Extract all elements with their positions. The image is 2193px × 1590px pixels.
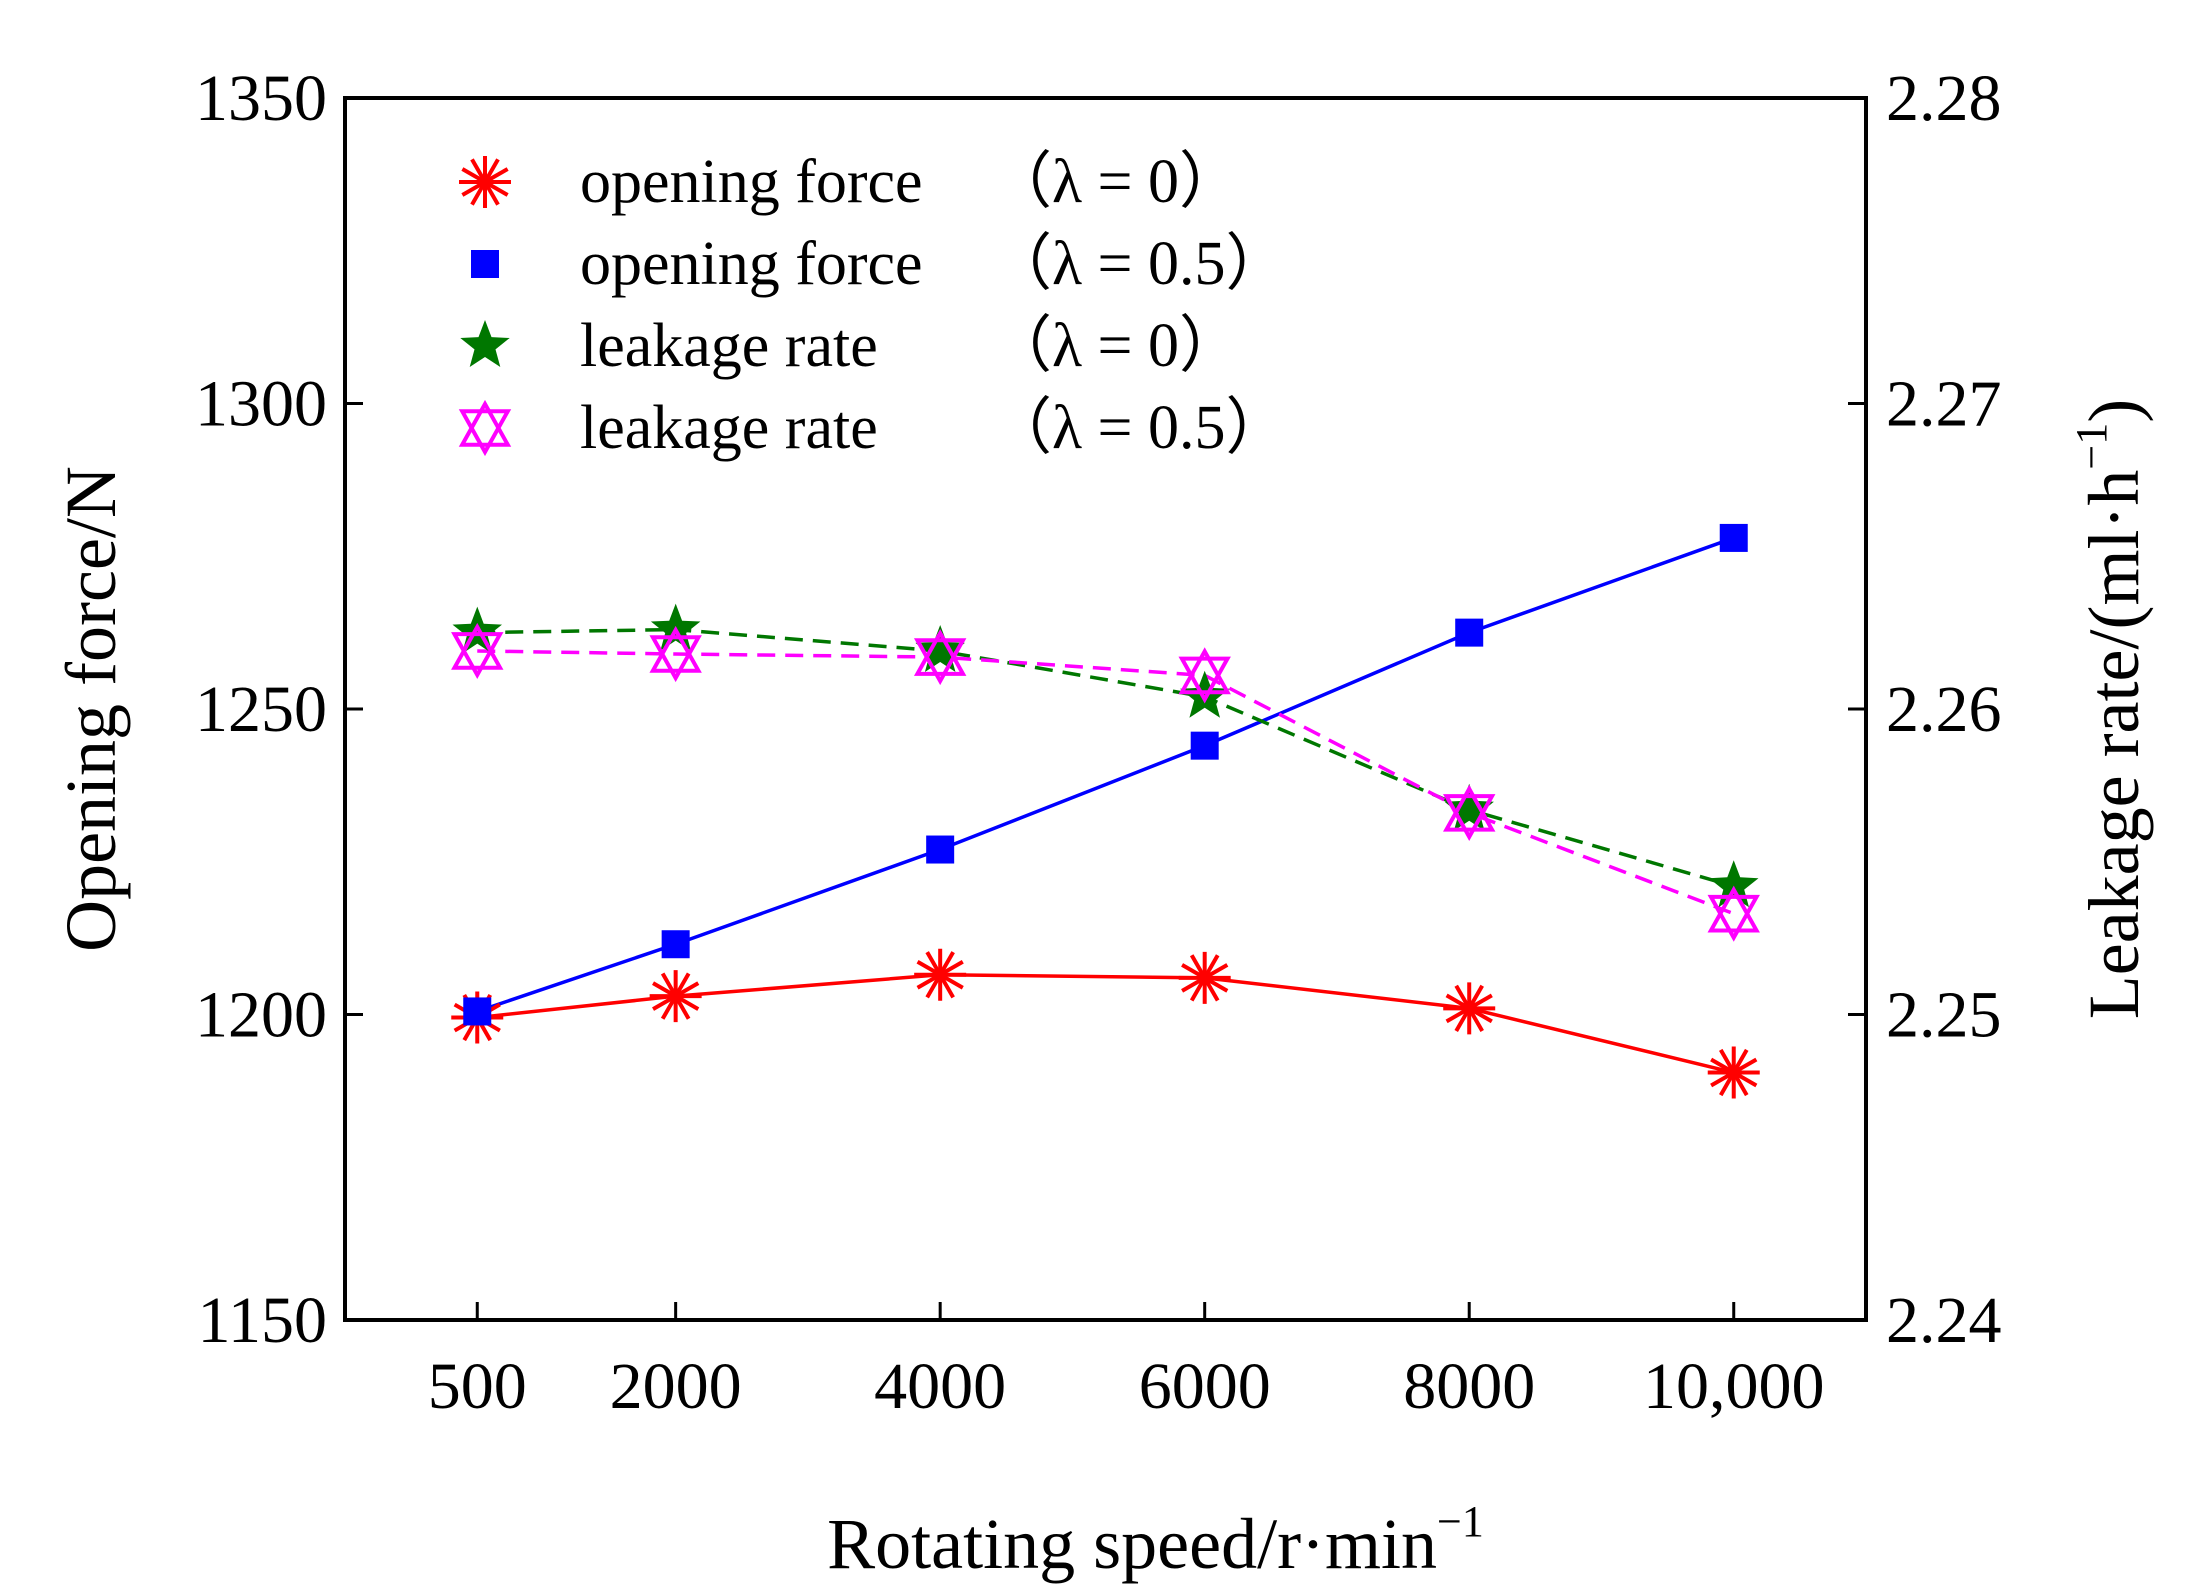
data-point-1 xyxy=(1719,523,1748,552)
y-right-tick-label: 2.27 xyxy=(1886,368,2002,441)
legend-label-0: opening force xyxy=(580,148,923,216)
y-right-tick-label: 2.28 xyxy=(1886,62,2002,135)
data-point-0 xyxy=(1707,1046,1760,1099)
x-tick-label: 10,000 xyxy=(1643,1350,1825,1423)
y-right-tick-label: 2.24 xyxy=(1886,1284,2002,1357)
y-left-axis-title: Opening force/N xyxy=(51,466,131,952)
y-left-tick-label: 1350 xyxy=(195,62,327,135)
data-point-2 xyxy=(1180,670,1230,718)
series-line-1 xyxy=(476,536,1735,1014)
data-point-1 xyxy=(1455,618,1484,647)
data-point-2 xyxy=(1709,860,1759,908)
legend-lambda-3: （λ = 0.5） xyxy=(990,394,1288,462)
data-point-1 xyxy=(661,930,690,959)
data-point-3 xyxy=(451,622,504,680)
legend-lambda-0: （λ = 0） xyxy=(990,148,1241,216)
y-right-axis-title: Leakage rate/(ml·h−1) xyxy=(2067,399,2154,1019)
series-line-0 xyxy=(477,973,1735,1075)
x-tick-label: 4000 xyxy=(874,1350,1006,1423)
y-left-tick-label: 1300 xyxy=(195,368,327,441)
data-point-0 xyxy=(649,970,702,1023)
y-left-tick-label: 1250 xyxy=(195,673,327,746)
data-point-2 xyxy=(915,625,965,672)
data-point-3 xyxy=(1707,885,1760,942)
legend-lambda-2: （λ = 0） xyxy=(990,312,1241,380)
data-point-3 xyxy=(1178,647,1231,704)
legend-marker-0 xyxy=(459,156,511,208)
data-point-3 xyxy=(1443,784,1496,841)
data-point-1 xyxy=(926,835,955,864)
data-point-0 xyxy=(914,948,967,1001)
y-right-tick-label: 2.26 xyxy=(1886,673,2002,746)
legend-marker-3 xyxy=(458,399,512,457)
data-point-2 xyxy=(1444,783,1494,831)
data-point-0 xyxy=(1178,951,1231,1004)
legend-label-1: opening force xyxy=(580,230,923,298)
legend-marker-1 xyxy=(471,250,499,278)
data-point-1 xyxy=(1190,731,1219,760)
series-line-3 xyxy=(477,649,1735,916)
y-left-tick-label: 1150 xyxy=(197,1284,327,1357)
y-right-tick-label: 2.25 xyxy=(1886,979,2002,1052)
legend-lambda-1: （λ = 0.5） xyxy=(990,230,1288,298)
x-tick-label: 2000 xyxy=(610,1350,742,1423)
x-tick-label: 500 xyxy=(428,1350,527,1423)
legend-label-3: leakage rate xyxy=(580,394,878,462)
legend-label-2: leakage rate xyxy=(580,312,878,380)
data-point-1 xyxy=(463,997,492,1026)
series-line-2 xyxy=(477,627,1735,888)
data-point-3 xyxy=(913,628,967,686)
x-tick-label: 8000 xyxy=(1403,1350,1535,1423)
data-point-3 xyxy=(649,625,702,683)
data-point-0 xyxy=(1443,982,1496,1035)
x-tick-label: 6000 xyxy=(1139,1350,1271,1423)
y-left-tick-label: 1200 xyxy=(195,979,327,1052)
x-axis-title: Rotating speed/r·min−1 xyxy=(827,1497,1484,1584)
legend-marker-2 xyxy=(460,320,510,367)
